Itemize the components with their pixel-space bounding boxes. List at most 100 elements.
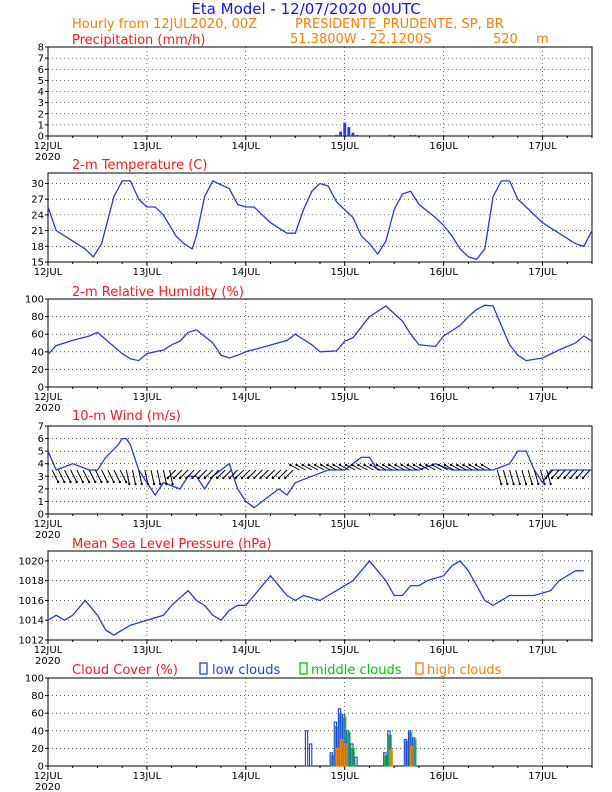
wind-arrow [469,464,479,471]
figure-title: Eta Model - 12/07/2020 00UTC [191,0,420,18]
wind-ytick-label: 4 [38,459,44,470]
temp-series-line [47,180,593,261]
wind-arrow [401,464,411,471]
rh-ytick-label: 60 [31,330,44,341]
wind-arrow [290,464,300,471]
precip-ytick-label: 8 [38,43,44,54]
wind-arrow [241,469,251,479]
wind-arrow [131,469,136,485]
wind-arrow-head [295,463,298,467]
wind-arrow-head [462,463,465,467]
precip-day-label: 14JUL [232,141,261,152]
temp-day-label: 17JUL [528,267,557,278]
legend-mid-label: middle clouds [311,663,402,678]
wind-arrow-head [112,480,115,484]
wind-arrow [57,469,65,483]
wind-arrow [533,469,539,485]
wind-arrow-head [152,482,156,486]
wind-arrow [235,469,245,479]
cloud-ytick-label: 100 [25,674,44,685]
wind-arrow-head [332,463,335,467]
cloud-bar-high [389,749,393,767]
wind-arrow [272,469,282,479]
wind-arrow [321,464,331,471]
wind-arrow [521,469,527,485]
precip-year-label: 2020 [35,152,60,163]
rh-day-label: 16JUL [429,392,458,403]
cloud-bar-mid [351,747,355,767]
figure-subtitle-time: Hourly from 12JUL2020, 00Z [72,17,257,32]
wind-arrow [564,469,572,479]
mslp-day-label: 14JUL [232,645,261,656]
wind-arrow-head [191,476,194,480]
wind-arrow [407,464,418,471]
cloud-bar-low [354,756,358,767]
wind-arrow-head [456,463,459,467]
wind-arrow [82,469,90,483]
wind-arrow [419,464,430,471]
cloud-panel: Cloud Cover (%) low clouds middle clouds… [25,662,593,792]
wind-day-label: 17JUL [528,519,557,530]
wind-arrow-head [222,476,225,480]
wind-arrow-head [159,482,162,486]
wind-arrow-head [171,482,174,486]
mslp-ytick-label: 1012 [19,636,44,647]
temp-ytick-label: 15 [31,258,44,269]
wind-arrow [515,469,521,485]
wind-arrow [70,469,78,483]
cloud-day-label: 13JUL [133,771,162,782]
precip-ytick-label: 0 [38,132,44,143]
wind-arrow [223,469,232,479]
rh-day-label: 13JUL [133,392,162,403]
wind-arrow [457,464,467,471]
temp-day-label: 13JUL [133,267,162,278]
wind-arrow [481,464,492,471]
wind-arrow [51,469,59,483]
wind-arrow-head [165,482,168,486]
wind-arrow-head [63,480,66,484]
precip-bar [355,134,359,136]
cloud-bar-mid [347,732,351,767]
temp-day-label: 16JUL [429,267,458,278]
figure-subtitle-location: PRESIDENTE_PRUDENTE, SP, BR [295,17,504,32]
wind-arrow [389,464,399,471]
wind-arrow-head [216,476,219,480]
wind-arrow [557,469,566,479]
rh-ytick-label: 0 [38,383,44,394]
wind-arrow [345,464,356,471]
wind-arrow-head [185,476,188,480]
wind-arrow-head [118,480,122,484]
temp-ytick-label: 21 [31,226,44,237]
wind-arrow-head [140,482,143,486]
temp-ytick-label: 18 [31,242,44,253]
mslp-day-label: 15JUL [330,645,359,656]
wind-arrow [546,469,552,485]
wind-arrow-head [518,482,521,486]
precipitation-title: Precipitation (mm/h) [72,33,205,48]
wind-arrow-head [265,476,268,480]
wind-arrow-head [289,463,292,467]
precip-day-label: 15JUL [330,141,359,152]
precip-ytick-label: 1 [38,120,44,131]
wind-arrow-head [338,463,342,467]
wind-arrow-head [124,480,128,484]
rh-day-label: 12JUL [34,392,63,403]
wind-arrow-head [468,463,471,467]
wind-arrow-head [357,463,360,467]
pressure-title: Mean Sea Level Pressure (hPa) [72,537,272,552]
wind-arrow [426,464,436,471]
wind-ytick-label: 3 [38,472,44,483]
rh-ytick-label: 40 [31,347,44,358]
wind-arrow-head [56,480,60,484]
legend-low-swatch [199,662,208,675]
wind-arrow-head [400,463,403,467]
precip-bar [351,132,355,136]
wind-arrow [156,469,161,485]
figure-subtitle-elevation-unit: m [536,32,549,47]
wind-arrow-head [81,480,85,484]
wind-arrow-head [512,482,515,486]
wind-arrow [179,469,189,479]
wind-arrow [125,469,130,485]
